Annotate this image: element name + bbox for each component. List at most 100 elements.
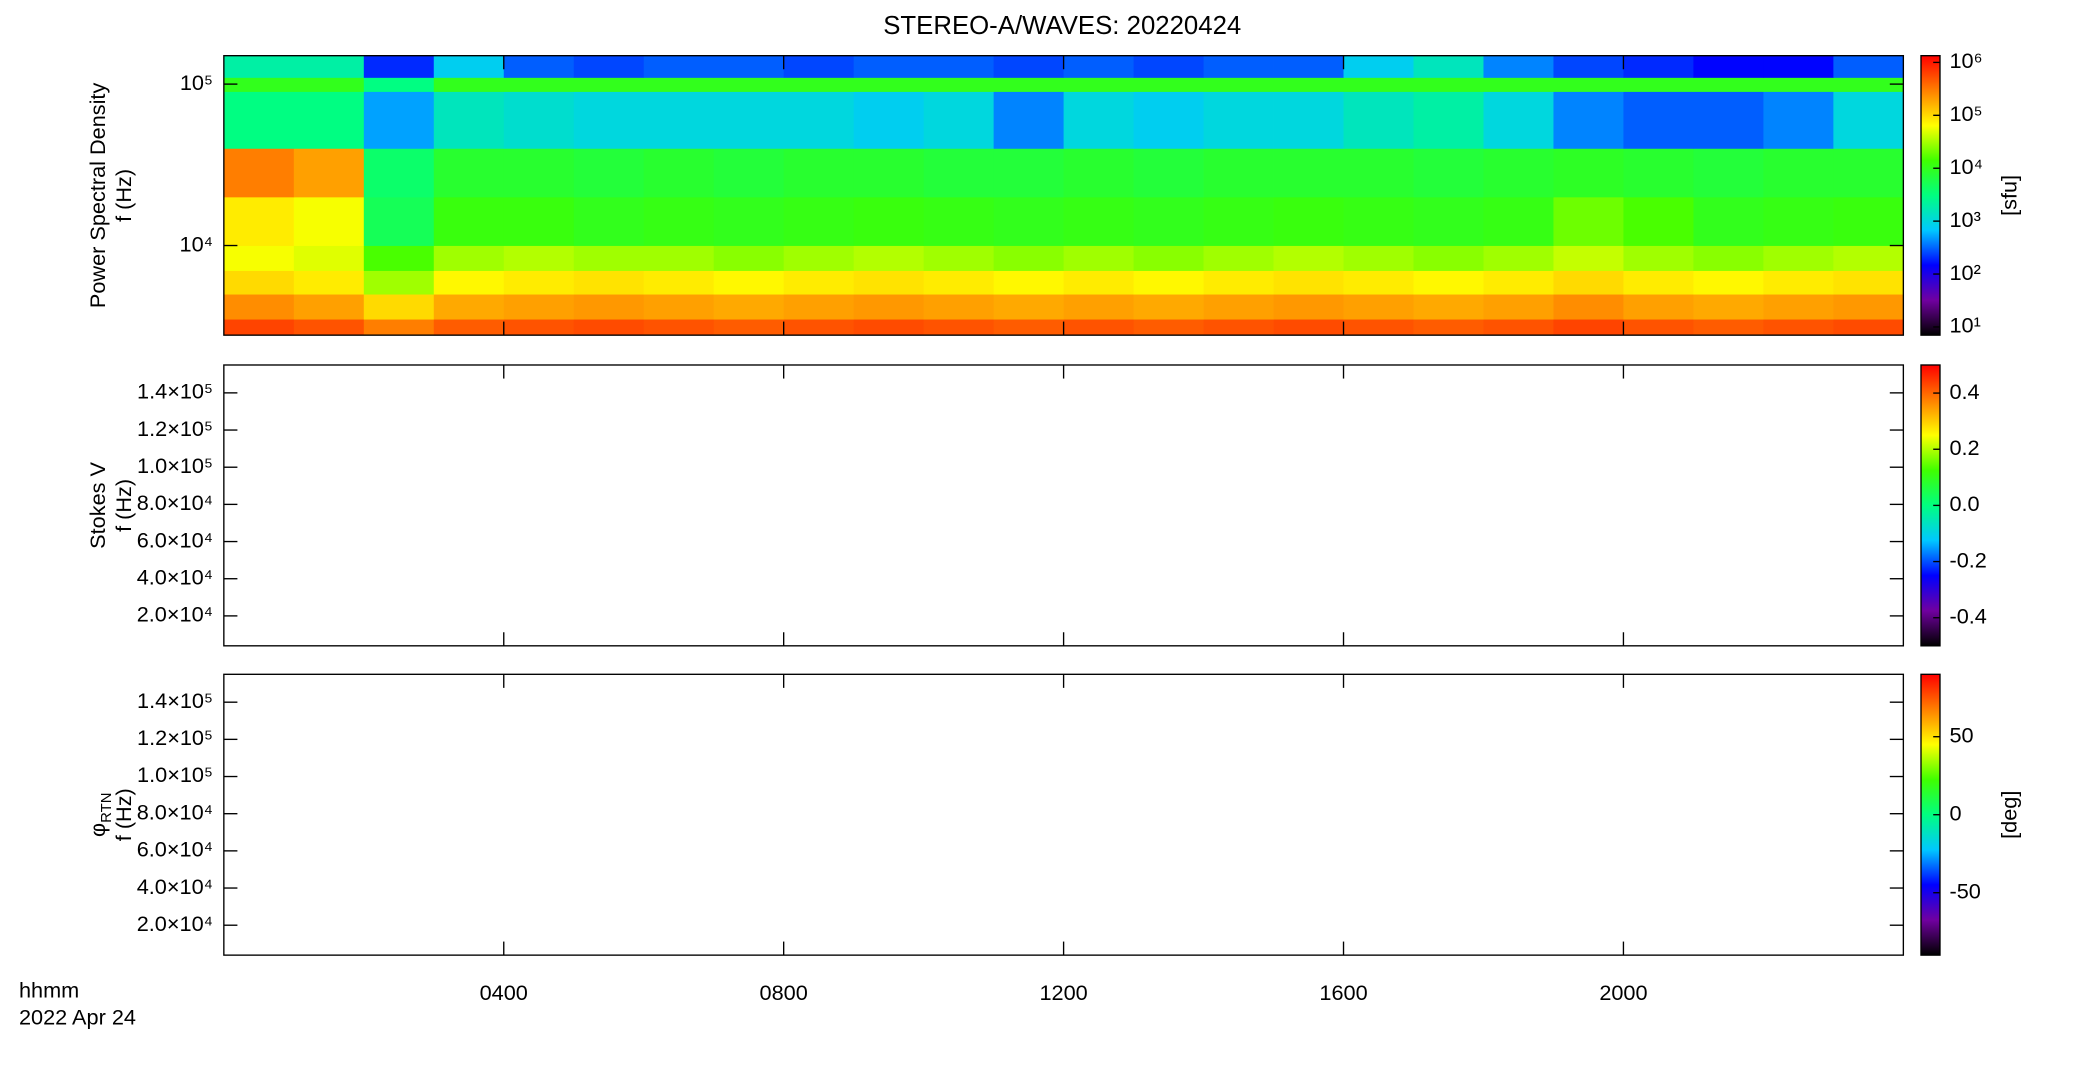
spectrogram-cell: [1553, 196, 1624, 246]
spectrogram-cell: [1483, 245, 1554, 271]
spectrogram-cell: [1623, 77, 1694, 92]
y-tick-label: 10⁵: [180, 70, 213, 95]
spectrogram-cell: [783, 245, 855, 271]
spectrogram-cell: [1343, 245, 1414, 271]
spectrogram-cell: [1623, 196, 1694, 246]
x-tick-label: 0400: [480, 980, 528, 1005]
spectrogram-cell: [1063, 270, 1134, 295]
spectrogram-cell: [1693, 196, 1764, 246]
spectrogram-cell: [993, 245, 1065, 271]
spectrogram-cell: [1763, 148, 1834, 198]
spectrogram-cell: [1833, 148, 1904, 198]
colorbar-tick-label: 0: [1949, 800, 1961, 825]
spectrogram-cell: [433, 55, 505, 78]
spectrogram-cell: [1623, 55, 1694, 78]
spectrogram-cell: [433, 77, 505, 92]
spectrogram-cell: [1273, 196, 1344, 246]
spectrogram-cell: [1833, 55, 1904, 78]
y-label-text: Power Spectral Density: [85, 83, 110, 309]
spectrogram-cell: [713, 196, 785, 246]
spectrogram-cell: [1273, 294, 1344, 320]
spectrogram-cell: [993, 91, 1065, 149]
spectrogram-cell: [293, 77, 365, 92]
spectrogram-cell: [1763, 55, 1834, 78]
spectrogram-cell: [1203, 55, 1274, 78]
spectrogram-cell: [503, 91, 575, 149]
y-label-text: Stokes V: [85, 461, 110, 548]
spectrogram-cell: [363, 77, 435, 92]
colorbar-tick-label: 10¹: [1949, 313, 1980, 338]
spectrogram-cell: [1623, 245, 1694, 271]
spectrogram-cell: [503, 77, 575, 92]
spectrogram-cell: [1063, 245, 1134, 271]
y-tick-label: 1.0×10⁵: [137, 762, 213, 787]
spectrogram-cell: [1133, 294, 1204, 320]
colorbar-label: [sfu]: [1996, 175, 2021, 216]
spectrogram-cell: [363, 55, 435, 78]
spectrogram-cell: [1063, 196, 1134, 246]
spectrogram-cell: [1203, 319, 1274, 336]
spectrogram-cell: [293, 294, 365, 320]
spectrogram-cell: [363, 294, 435, 320]
spectrogram-cell: [503, 148, 575, 198]
spectrogram-cell: [433, 270, 505, 295]
y-label-text: f (Hz): [111, 788, 136, 841]
spectrogram-cell: [853, 196, 925, 246]
spectrogram-cell: [923, 148, 995, 198]
colorbar-tick-label: -0.4: [1949, 603, 1986, 628]
spectrogram-cell: [783, 270, 855, 295]
x-label: hhmm: [19, 977, 79, 1002]
spectrogram-cell: [1133, 196, 1204, 246]
spectrogram-cell: [433, 319, 505, 336]
spectrogram-cell: [643, 270, 715, 295]
spectrogram-cell: [853, 91, 925, 149]
colorbar-tick-label: 0.0: [1949, 491, 1979, 516]
spectrogram-cell: [1763, 294, 1834, 320]
y-tick-label: 2.0×10⁴: [137, 911, 213, 936]
spectrogram-cell: [1203, 91, 1274, 149]
spectrogram-cell: [1343, 148, 1414, 198]
spectrogram-cell: [783, 319, 855, 336]
y-tick-label: 1.2×10⁵: [137, 725, 213, 750]
spectrogram-cell: [503, 196, 575, 246]
spectrogram-cell: [1203, 294, 1274, 320]
spectrogram-cell: [1273, 77, 1344, 92]
spectrogram-cell: [433, 245, 505, 271]
spectrogram-cell: [503, 294, 575, 320]
spectrogram-cell: [363, 245, 435, 271]
spectrogram-cell: [573, 196, 645, 246]
x-tick-label: 0800: [760, 980, 808, 1005]
spectrogram-cell: [993, 270, 1065, 295]
spectrogram-cell: [1273, 270, 1344, 295]
spectrogram-cell: [1693, 319, 1764, 336]
spectrogram-cell: [363, 270, 435, 295]
spectrogram-cell: [713, 319, 785, 336]
y-tick-label: 4.0×10⁴: [137, 874, 213, 899]
spectrogram-cell: [1343, 294, 1414, 320]
y-tick-label: 1.0×10⁵: [137, 453, 213, 478]
spectrogram-cell: [713, 55, 785, 78]
spectrogram-cell: [1483, 294, 1554, 320]
spectrogram-cell: [293, 319, 365, 336]
spectrogram-cell: [1133, 148, 1204, 198]
spectrogram-cell: [1483, 148, 1554, 198]
spectrogram-cell: [1693, 91, 1764, 149]
spectrogram-cell: [1413, 245, 1484, 271]
spectrogram-cell: [853, 319, 925, 336]
spectrogram-cell: [643, 294, 715, 320]
y-tick-label: 8.0×10⁴: [137, 799, 213, 824]
spectrogram-cell: [1623, 91, 1694, 149]
spectrogram-cell: [1693, 148, 1764, 198]
spectrogram-cell: [1133, 319, 1204, 336]
x-tick-label: 2000: [1599, 980, 1647, 1005]
y-tick-label: 1.4×10⁵: [137, 379, 213, 404]
spectrogram-cell: [293, 91, 365, 149]
spectrogram-cell: [713, 148, 785, 198]
spectrogram-cell: [993, 148, 1065, 198]
spectrogram-cell: [503, 319, 575, 336]
spectrogram-cell: [223, 77, 295, 92]
spectrogram-cell: [1833, 245, 1904, 271]
spectrogram-cell: [923, 196, 995, 246]
spectrogram-cell: [363, 148, 435, 198]
spectrogram-cell: [503, 270, 575, 295]
